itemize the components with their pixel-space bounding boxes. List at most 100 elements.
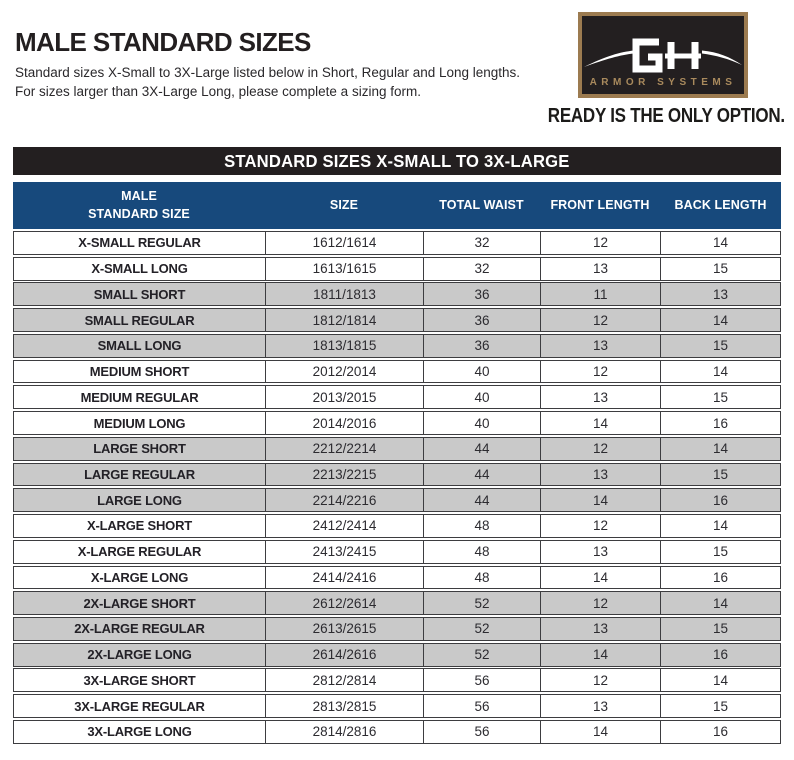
table-row: SMALL SHORT 1811/1813 36 11 13 [13, 282, 781, 307]
row-value: 14 [541, 720, 661, 743]
row-value: 48 [424, 540, 541, 563]
row-size-label: MEDIUM LONG [14, 412, 266, 434]
table-row: LARGE LONG 2214/2216 44 14 16 [13, 488, 781, 513]
table-row: X-SMALL REGULAR 1612/1614 32 12 14 [13, 231, 781, 255]
column-header-4: BACK LENGTH [674, 197, 767, 212]
gh-armor-logo-graphic: ARMOR SYSTEMS [578, 12, 748, 98]
row-size-label: MEDIUM SHORT [14, 360, 266, 383]
row-value: 52 [424, 618, 541, 640]
row-value: 36 [424, 334, 541, 357]
row-value: 11 [541, 283, 661, 306]
page-title: MALE STANDARD SIZES [15, 27, 311, 57]
row-value: 13 [541, 463, 661, 486]
table-title-banner-label: STANDARD SIZES X-SMALL TO 3X-LARGE [224, 150, 570, 171]
row-value: 32 [424, 257, 541, 280]
row-value: 2813/2815 [266, 695, 424, 718]
row-value: 14 [541, 566, 661, 589]
row-value: 36 [424, 283, 541, 306]
table-row: 2X-LARGE SHORT 2612/2614 52 12 14 [13, 591, 781, 616]
column-header-1: SIZE [329, 197, 359, 212]
row-value: 44 [424, 437, 541, 460]
row-value: 12 [541, 360, 661, 383]
row-size-label: 2X-LARGE LONG [14, 643, 266, 666]
row-value: 32 [424, 232, 541, 254]
row-size-label: 2X-LARGE SHORT [14, 592, 266, 615]
row-value: 13 [541, 695, 661, 718]
row-size-label: X-SMALL REGULAR [14, 232, 266, 254]
row-size-label: SMALL REGULAR [14, 309, 266, 331]
row-size-label: 3X-LARGE LONG [14, 720, 266, 743]
row-value: 15 [712, 544, 729, 560]
row-value: 2012/2014 [266, 360, 424, 383]
row-size-label: 2X-LARGE REGULAR [14, 618, 266, 640]
row-value: 12 [541, 592, 661, 615]
row-value: 14 [712, 595, 729, 611]
row-value: 48 [424, 515, 541, 537]
row-value: 15 [712, 338, 729, 354]
row-value: 13 [712, 286, 729, 302]
row-value: 56 [424, 669, 541, 692]
row-size-label: LARGE LONG [14, 489, 266, 512]
row-value: 2612/2614 [266, 592, 424, 615]
row-value: 48 [424, 566, 541, 589]
sizes-table-body: X-SMALL REGULAR 1612/1614 32 12 14 X-SMALL LO… [13, 231, 781, 746]
table-row: X-SMALL LONG 1613/1615 32 13 15 [13, 256, 781, 281]
row-value: 12 [541, 309, 661, 331]
row-value: 2214/2216 [266, 489, 424, 512]
row-value: 15 [712, 261, 729, 277]
row-value: 2413/2415 [266, 540, 424, 563]
row-value: 12 [541, 437, 661, 460]
row-value: 13 [541, 386, 661, 409]
table-row: X-LARGE SHORT 2412/2414 48 12 14 [13, 514, 781, 538]
row-value: 1812/1814 [266, 309, 424, 331]
row-value: 2212/2214 [266, 437, 424, 460]
row-value: 14 [712, 672, 729, 688]
row-value: 2614/2616 [266, 643, 424, 666]
row-size-label: X-LARGE LONG [14, 566, 266, 589]
row-size-label: MEDIUM REGULAR [14, 386, 266, 409]
row-size-label: X-LARGE REGULAR [14, 540, 266, 563]
subtitle-line-1: Standard sizes X-Small to 3X-Large liste… [15, 65, 521, 80]
row-value: 15 [712, 389, 729, 405]
row-value: 15 [712, 621, 729, 637]
row-value: 13 [541, 540, 661, 563]
row-value: 14 [541, 643, 661, 666]
row-value: 16 [712, 415, 729, 431]
table-row: MEDIUM SHORT 2012/2014 40 12 14 [13, 359, 781, 384]
row-value: 2013/2015 [266, 386, 424, 409]
subtitle-line-2: For sizes larger than 3X-Large Long, ple… [15, 84, 421, 99]
row-value: 2213/2215 [266, 463, 424, 486]
row-value: 16 [712, 647, 729, 663]
row-value: 52 [424, 592, 541, 615]
row-value: 14 [712, 441, 729, 457]
row-value: 14 [712, 364, 729, 380]
row-value: 1613/1615 [266, 257, 424, 280]
row-size-label: LARGE REGULAR [14, 463, 266, 486]
table-row: MEDIUM REGULAR 2013/2015 40 13 15 [13, 385, 781, 410]
row-value: 52 [424, 643, 541, 666]
row-size-label: SMALL LONG [14, 334, 266, 357]
table-row: LARGE REGULAR 2213/2215 44 13 15 [13, 462, 781, 487]
logo-brand-name: ARMOR SYSTEMS [590, 77, 737, 88]
page-subtitle: Standard sizes X-Small to 3X-Large liste… [15, 63, 520, 101]
row-value: 15 [712, 698, 729, 714]
row-value: 2812/2814 [266, 669, 424, 692]
row-value: 2613/2615 [266, 618, 424, 640]
gh-monogram-icon [584, 38, 742, 73]
row-size-label: X-SMALL LONG [14, 257, 266, 280]
row-value: 1813/1815 [266, 334, 424, 357]
row-value: 13 [541, 334, 661, 357]
row-value: 2014/2016 [266, 412, 424, 434]
table-row: 3X-LARGE SHORT 2812/2814 56 12 14 [13, 668, 781, 693]
sizes-table-header-row: MALE STANDARD SIZE SIZE TOTAL WAIST FRONT L… [13, 182, 781, 229]
row-value: 12 [541, 515, 661, 537]
row-value: 16 [712, 492, 729, 508]
row-value: 14 [541, 489, 661, 512]
brand-tagline: READY IS THE ONLY OPTION. [547, 105, 785, 127]
row-value: 2814/2816 [266, 720, 424, 743]
table-row: 2X-LARGE LONG 2614/2616 52 14 16 [13, 642, 781, 667]
row-size-label: X-LARGE SHORT [14, 515, 266, 537]
row-value: 14 [712, 312, 729, 328]
table-row: SMALL REGULAR 1812/1814 36 12 14 [13, 308, 781, 332]
table-row: SMALL LONG 1813/1815 36 13 15 [13, 333, 781, 358]
